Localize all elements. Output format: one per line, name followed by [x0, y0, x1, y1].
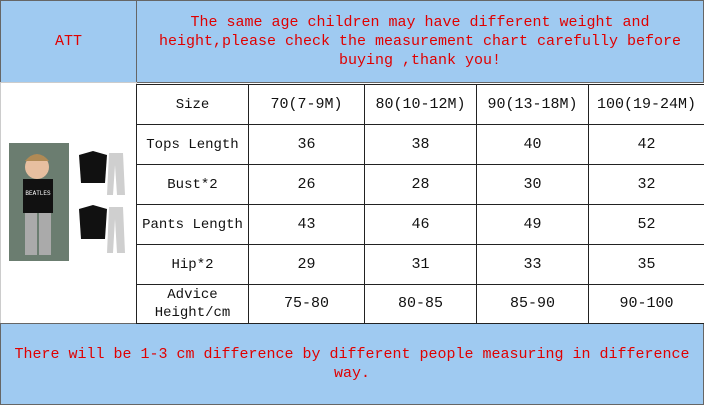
table-cell: 30	[476, 164, 589, 205]
table-cell: 90-100	[588, 284, 704, 324]
table-cell: 35	[588, 244, 704, 285]
header-label: ATT	[0, 0, 137, 83]
table-cell: 70(7-9M)	[248, 84, 365, 125]
table-cell: 80-85	[364, 284, 477, 324]
row-header: Tops Length	[136, 124, 249, 165]
svg-text:BEATLES: BEATLES	[25, 190, 51, 197]
table-cell: 49	[476, 204, 589, 245]
product-illustration: BEATLES	[8, 143, 127, 261]
table-cell: 32	[588, 164, 704, 205]
footer-note: There will be 1-3 cm difference by diffe…	[0, 323, 704, 405]
table-cell: 36	[248, 124, 365, 165]
table-cell: 40	[476, 124, 589, 165]
table-cell: 52	[588, 204, 704, 245]
table-cell: 31	[364, 244, 477, 285]
table-cell: 75-80	[248, 284, 365, 324]
table-cell: 85-90	[476, 284, 589, 324]
row-header: Hip*2	[136, 244, 249, 285]
header-notice: The same age children may have different…	[136, 0, 704, 83]
row-header: Pants Length	[136, 204, 249, 245]
table-cell: 29	[248, 244, 365, 285]
table-cell: 33	[476, 244, 589, 285]
table-cell: 46	[364, 204, 477, 245]
table-cell: 42	[588, 124, 704, 165]
table-cell: 80(10-12M)	[364, 84, 477, 125]
row-header: Advice Height/cm	[136, 284, 249, 324]
product-photo: BEATLES	[0, 82, 137, 324]
table-cell: 38	[364, 124, 477, 165]
table-cell: 100(19-24M)	[588, 84, 704, 125]
row-header: Size	[136, 84, 249, 125]
table-cell: 43	[248, 204, 365, 245]
table-cell: 90(13-18M)	[476, 84, 589, 125]
row-header: Bust*2	[136, 164, 249, 205]
table-cell: 28	[364, 164, 477, 205]
table-cell: 26	[248, 164, 365, 205]
